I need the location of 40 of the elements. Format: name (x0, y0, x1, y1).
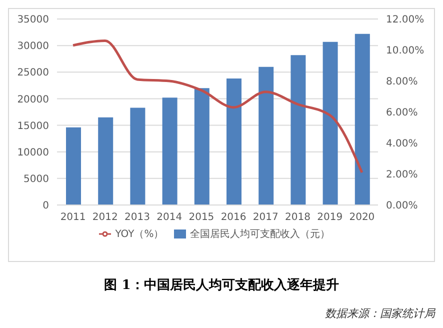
y-tick-label: 35000 (17, 14, 49, 26)
source-note: 数据来源：国家统计局 (324, 306, 435, 321)
y2-tick-label: 0.00% (386, 200, 418, 212)
y2-tick-label: 6.00% (386, 108, 418, 119)
text: 图 1：中国居民人均可支配收入逐年提升 (103, 276, 340, 294)
x-tick-label: 2014 (156, 212, 182, 224)
bar (322, 42, 338, 205)
x-tick-label: 2018 (285, 212, 310, 224)
x-tick-label: 2019 (317, 212, 343, 224)
legend-label: 全国居民人均可支配收入（元） (190, 229, 330, 240)
bar (258, 66, 274, 205)
x-tick-label: 2017 (252, 212, 278, 224)
bar (194, 88, 210, 205)
y2-tick-label: 12.00% (386, 14, 424, 26)
y-tick-label: 5000 (24, 174, 49, 185)
x-tick-label: 2020 (349, 212, 375, 224)
y2-tick-label: 8.00% (386, 76, 418, 88)
bar (66, 127, 81, 205)
y-tick-label: 0 (42, 200, 49, 212)
x-tick-label: 2012 (92, 212, 118, 224)
x-tick-label: 2011 (60, 212, 86, 224)
bar (290, 55, 306, 205)
line-series (72, 39, 364, 174)
x-tick-label: 2015 (188, 212, 214, 224)
bar (354, 34, 370, 205)
bar (226, 78, 242, 205)
bar (98, 117, 114, 205)
y2-tick-label: 2.00% (386, 170, 418, 181)
legend-label: YOY（%） (115, 229, 164, 240)
bar (162, 98, 178, 205)
y-tick-label: 30000 (17, 41, 49, 52)
y2-tick-label: 10.00% (386, 46, 424, 57)
y-tick-label: 25000 (17, 68, 49, 79)
y-tick-label: 15000 (17, 120, 49, 132)
bar (130, 108, 146, 205)
y-tick-label: 10000 (17, 147, 49, 158)
x-tick-label: 2016 (220, 212, 246, 224)
x-tick-label: 2013 (124, 212, 150, 224)
y-tick-label: 20000 (17, 94, 49, 106)
y2-tick-label: 4.00% (386, 138, 418, 150)
